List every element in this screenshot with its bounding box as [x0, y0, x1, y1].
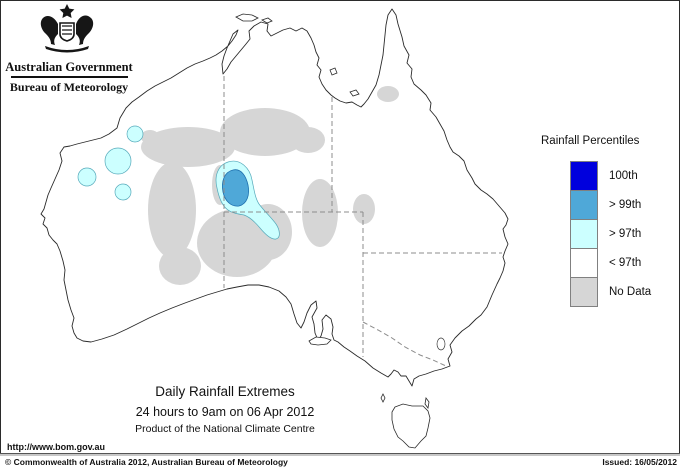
map-subtitle: 24 hours to 9am on 06 Apr 2012 [135, 405, 315, 419]
footer: © Commonwealth of Australia 2012, Austra… [0, 457, 680, 467]
islands [235, 13, 431, 449]
melville-island [235, 13, 259, 22]
footer-divider [0, 453, 680, 456]
bom-url: http://www.bom.gov.au [7, 442, 105, 452]
legend-swatch-100th [570, 161, 598, 191]
legend-swatch-nodata [570, 277, 598, 307]
legend-row-nodata: No Data [570, 277, 651, 307]
tasmania [391, 403, 431, 449]
kangaroo-island [308, 336, 332, 346]
legend-label-lt97: < 97th [609, 257, 642, 269]
australia-rainfall-map [40, 8, 509, 449]
legend-row-gt97: > 97th [570, 219, 651, 249]
act-border [436, 337, 446, 351]
copyright-text: © Commonwealth of Australia 2012, Austra… [5, 457, 288, 467]
king-island [380, 393, 386, 403]
government-wordmark: Australian Government [5, 60, 133, 74]
border-nsw-vic [362, 321, 447, 367]
gt97-patch-wa-1 [126, 125, 144, 143]
map-product-line: Product of the National Climate Centre [135, 423, 315, 435]
map-title: Daily Rainfall Extremes [155, 384, 295, 399]
legend-label-100th: 100th [609, 170, 638, 182]
rainfall-gt99-region [222, 169, 249, 207]
issued-date: Issued: 16/05/2012 [602, 457, 677, 467]
gt97-patch-wa-3 [77, 167, 97, 187]
legend-swatch-gt97 [570, 219, 598, 249]
state-borders [223, 76, 502, 367]
wordmark-divider [11, 76, 128, 78]
legend: 100th > 99th > 97th < 97th No Data [570, 161, 651, 307]
mornington-island [349, 89, 360, 97]
flinders-island [424, 397, 430, 409]
bathurst-island [261, 17, 273, 24]
legend-row-100th: 100th [570, 161, 651, 191]
legend-title: Rainfall Percentiles [541, 135, 640, 147]
agency-wordmark: Bureau of Meteorology [9, 80, 129, 94]
mainland-coastline [40, 8, 509, 387]
australian-coat-of-arms-icon [40, 4, 94, 53]
groote-eylandt [329, 67, 338, 76]
legend-label-gt99: > 99th [609, 199, 642, 211]
legend-label-gt97: > 97th [609, 228, 642, 240]
gt97-patch-wa-4 [114, 183, 132, 201]
legend-swatch-gt99 [570, 190, 598, 220]
legend-swatch-lt97 [570, 248, 598, 278]
gt97-patch-wa-2 [104, 147, 132, 175]
legend-row-gt99: > 99th [570, 190, 651, 220]
map-captions: Daily Rainfall Extremes 24 hours to 9am … [75, 384, 375, 435]
legend-label-nodata: No Data [609, 286, 652, 298]
legend-row-lt97: < 97th [570, 248, 651, 278]
